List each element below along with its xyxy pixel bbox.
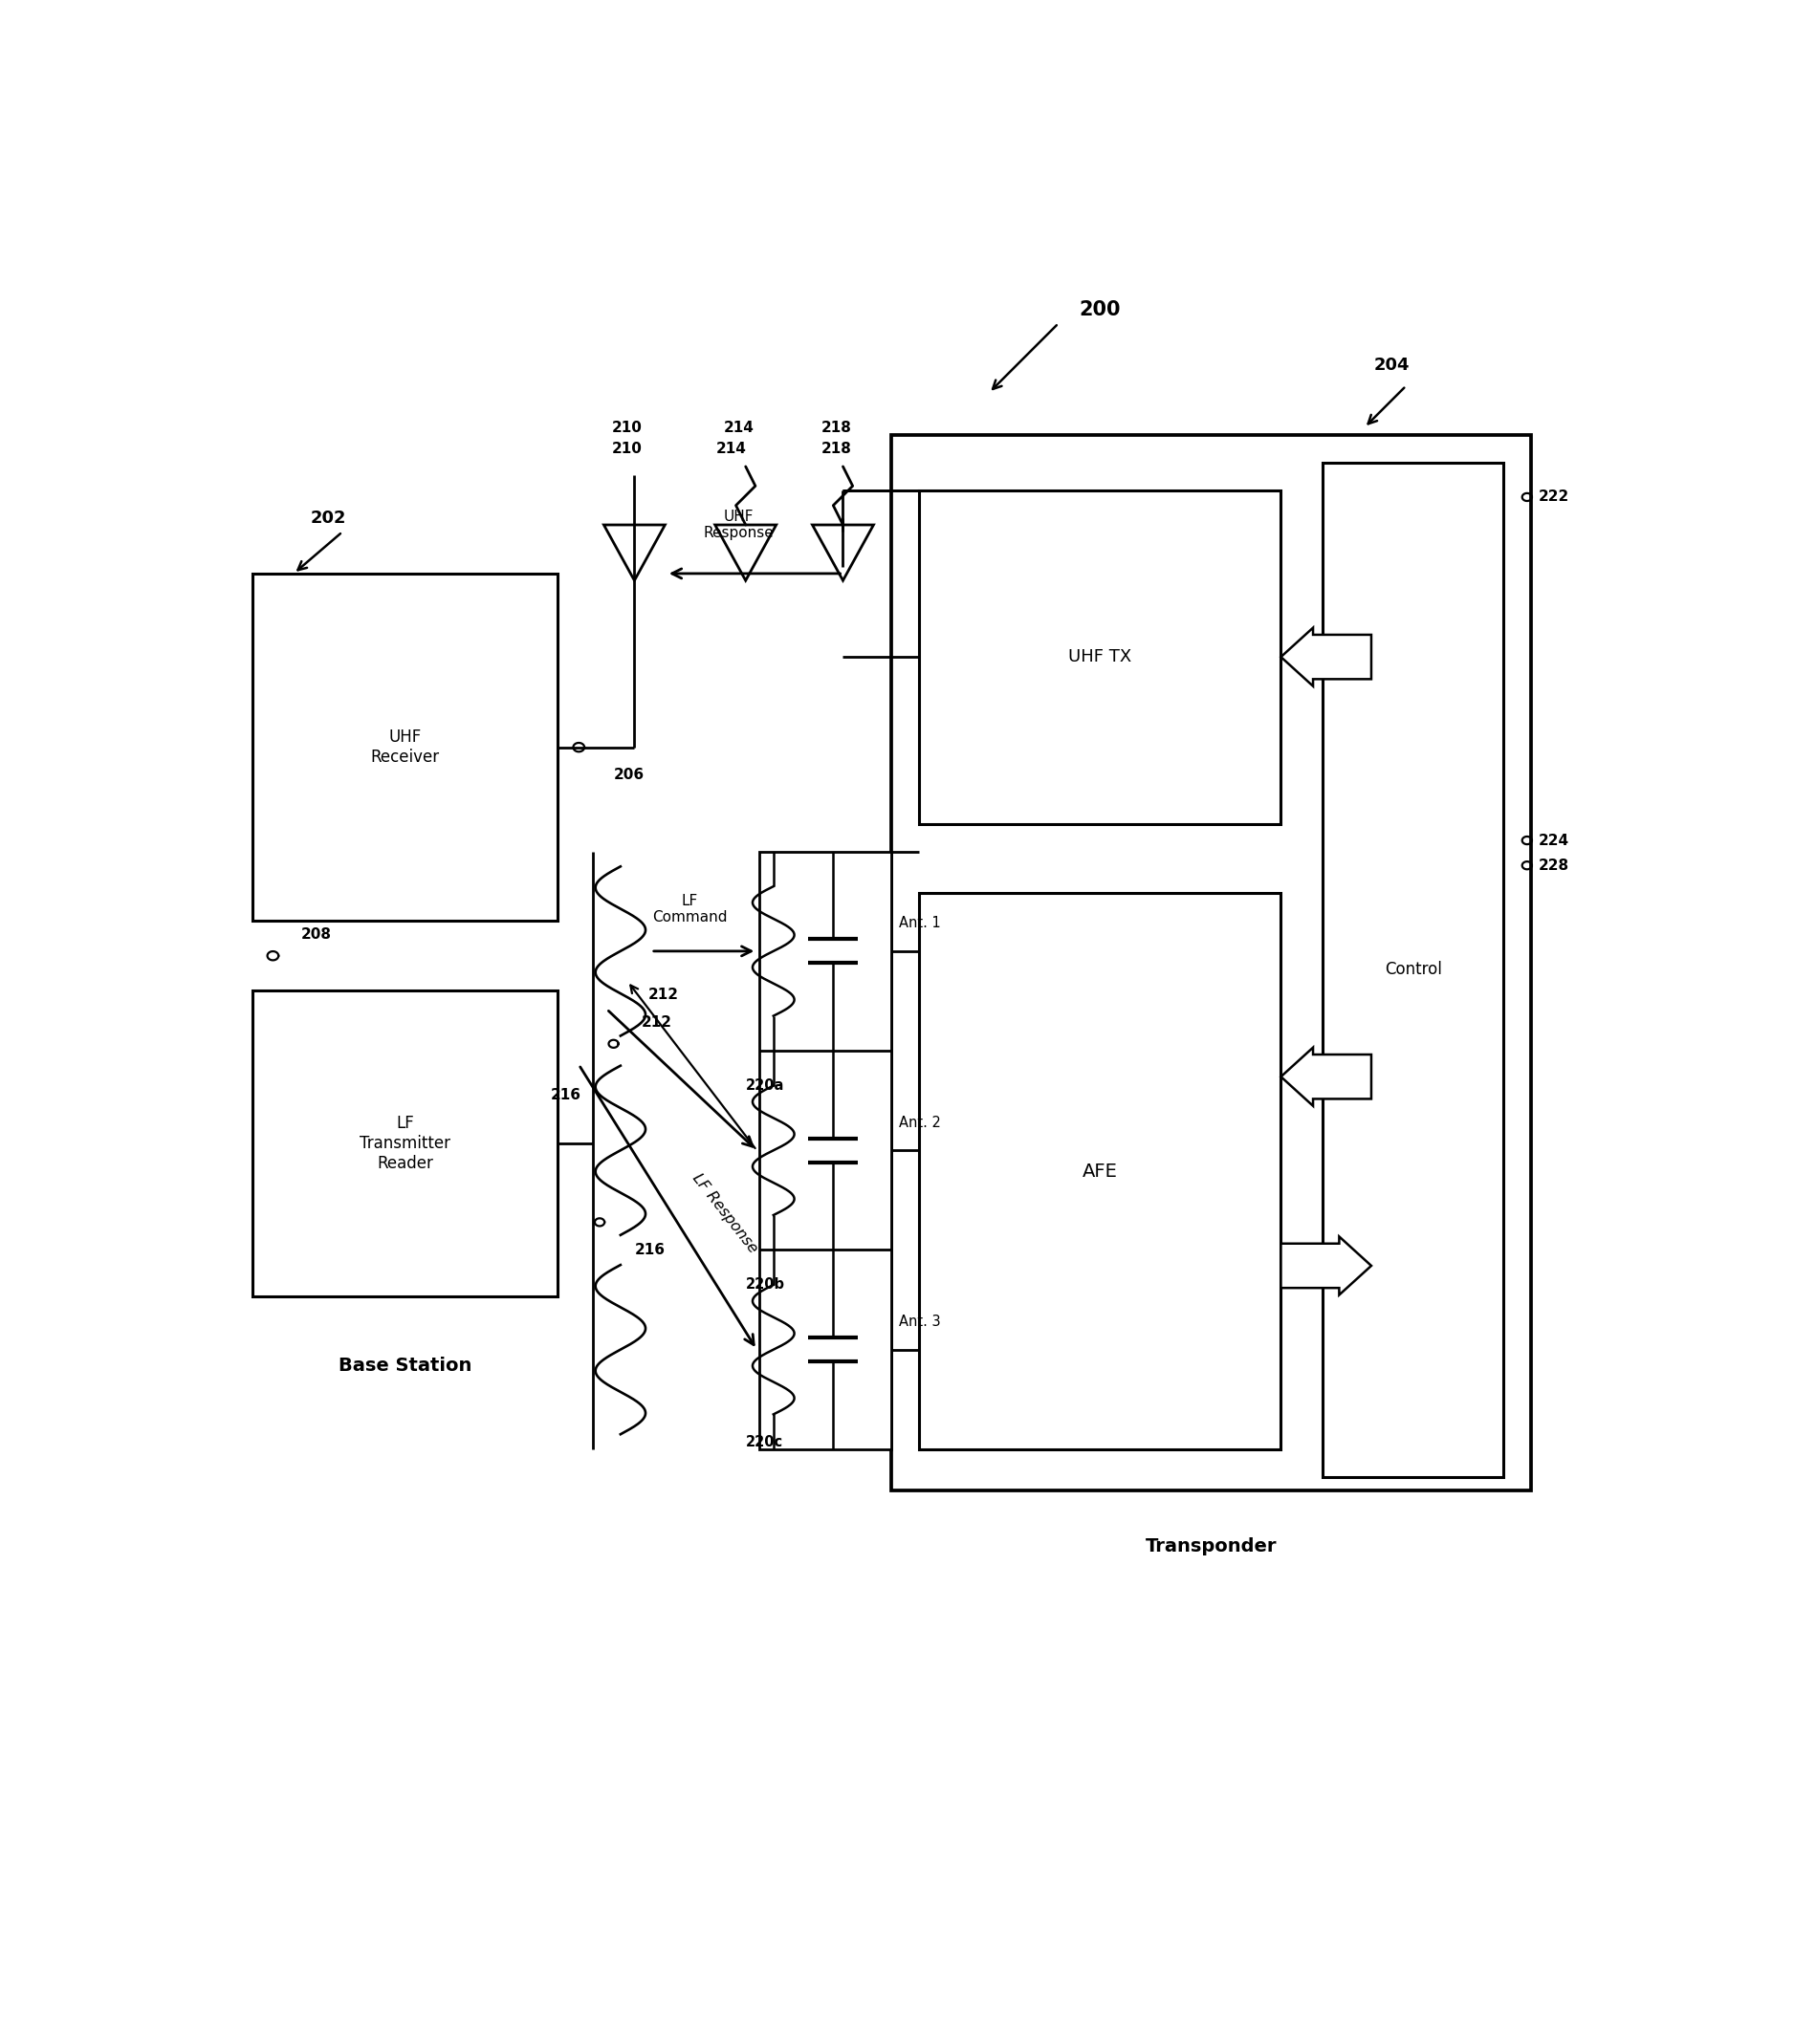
Text: 214: 214 [716,442,746,456]
Polygon shape [813,525,874,580]
Polygon shape [1281,1237,1371,1296]
Text: 204: 204 [1374,356,1410,374]
Text: UHF
Receiver: UHF Receiver [371,730,440,766]
Text: LF
Transmitter
Reader: LF Transmitter Reader [359,1114,450,1171]
Text: 216: 216 [635,1243,666,1257]
Text: 218: 218 [822,421,850,435]
Text: 220c: 220c [746,1435,782,1449]
Text: 206: 206 [614,769,644,783]
Text: 228: 228 [1537,858,1568,873]
Text: UHF
Response: UHF Response [703,509,773,540]
Polygon shape [605,525,666,580]
Text: 208: 208 [301,928,332,942]
Polygon shape [716,525,777,580]
Text: Ant. 3: Ant. 3 [899,1314,940,1329]
Text: 202: 202 [310,509,346,527]
Bar [892,435,1530,1490]
Text: Transponder: Transponder [1146,1537,1277,1555]
Bar [919,893,1281,1449]
Text: Base Station: Base Station [339,1357,472,1376]
Text: 200: 200 [1080,300,1121,319]
Text: 210: 210 [612,421,642,435]
Text: 212: 212 [648,987,678,1002]
Text: 224: 224 [1537,834,1568,848]
Text: 220a: 220a [746,1079,784,1094]
Text: Ant. 2: Ant. 2 [899,1116,940,1130]
Text: 212: 212 [642,1016,673,1030]
Bar [251,991,558,1296]
Bar [919,491,1281,824]
Text: AFE: AFE [1082,1163,1118,1179]
Text: 222: 222 [1537,491,1570,505]
Polygon shape [1281,628,1371,687]
Text: 210: 210 [612,442,642,456]
Bar [1322,462,1503,1478]
Bar [251,574,558,922]
Text: Control: Control [1385,961,1442,979]
Text: LF
Command: LF Command [653,893,728,926]
Polygon shape [1281,1047,1371,1106]
Text: 216: 216 [551,1087,581,1102]
Text: Ant. 1: Ant. 1 [899,916,940,930]
Bar [759,852,892,1449]
Text: 218: 218 [822,442,850,456]
Text: LF Response: LF Response [689,1171,761,1255]
Text: UHF TX: UHF TX [1069,648,1132,666]
Text: 220b: 220b [746,1278,784,1292]
Text: 214: 214 [723,421,753,435]
